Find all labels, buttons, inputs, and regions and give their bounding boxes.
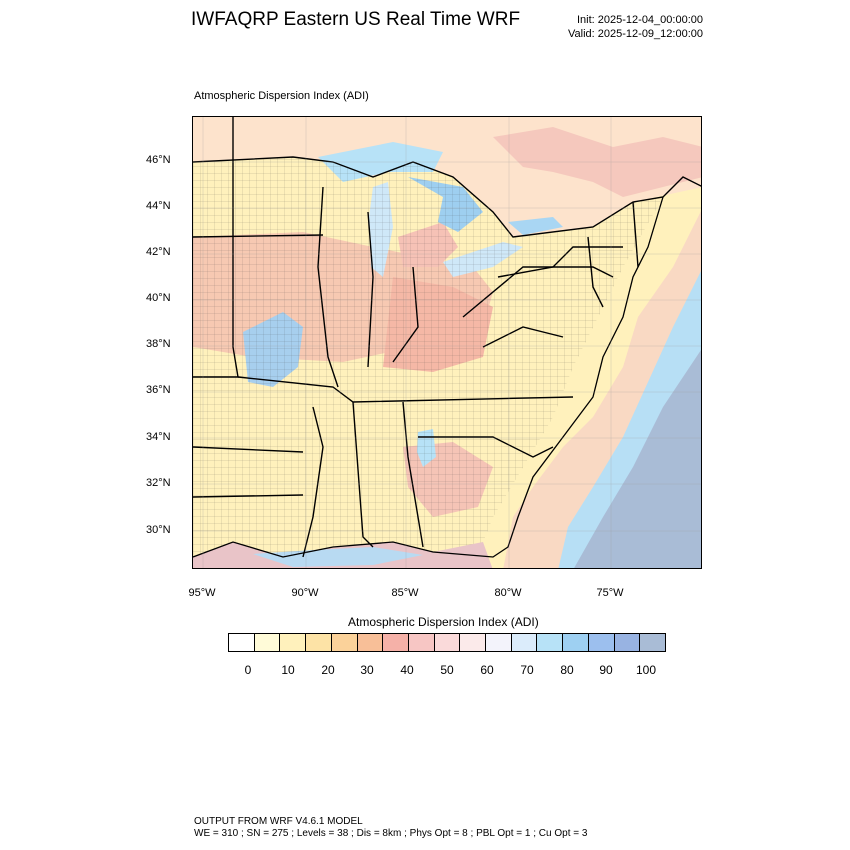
- colorbar-tick: 40: [400, 663, 414, 677]
- lake-ontario: [508, 217, 563, 235]
- colorbar-title: Atmospheric Dispersion Index (ADI): [348, 615, 539, 629]
- colorbar-swatch: [408, 634, 435, 651]
- lat-label: 44°N: [146, 200, 171, 212]
- colorbar-swatch: [331, 634, 358, 651]
- colorbar-tick: 50: [440, 663, 454, 677]
- colorbar-swatch: [537, 634, 564, 651]
- colorbar-tick: 90: [599, 663, 613, 677]
- lon-label: 85°W: [391, 587, 419, 599]
- lat-label: 42°N: [146, 246, 171, 258]
- lon-label: 80°W: [494, 587, 522, 599]
- footer-config: WE = 310 ; SN = 275 ; Levels = 38 ; Dis …: [194, 828, 588, 839]
- lat-label: 38°N: [146, 338, 171, 350]
- colorbar-swatch: [640, 634, 665, 651]
- colorbar-swatch: [614, 634, 641, 651]
- colorbar-tick: 80: [560, 663, 574, 677]
- colorbar: [228, 633, 666, 652]
- colorbar-swatch: [383, 634, 409, 651]
- lat-label: 30°N: [146, 524, 171, 536]
- adi-map: [193, 117, 701, 568]
- colorbar-swatch: [229, 634, 255, 651]
- map-panel: [192, 116, 702, 569]
- lat-label: 36°N: [146, 384, 171, 396]
- colorbar-swatch: [434, 634, 461, 651]
- graticule: [193, 117, 701, 568]
- colorbar-tick: 20: [321, 663, 335, 677]
- colorbar-swatch: [254, 634, 281, 651]
- lon-label: 90°W: [291, 587, 319, 599]
- colorbar-tick: 10: [281, 663, 295, 677]
- colorbar-swatch: [306, 634, 332, 651]
- map-subtitle: Atmospheric Dispersion Index (ADI): [194, 90, 369, 102]
- colorbar-tick: 30: [360, 663, 374, 677]
- colorbar-swatch: [280, 634, 307, 651]
- county-grid: [193, 157, 663, 557]
- colorbar-swatch: [486, 634, 512, 651]
- lat-label: 34°N: [146, 431, 171, 443]
- init-time: Init: 2025-12-04_00:00:00: [577, 14, 703, 26]
- colorbar-swatch: [588, 634, 615, 651]
- valid-time: Valid: 2025-12-09_12:00:00: [568, 28, 703, 40]
- lon-label: 75°W: [596, 587, 624, 599]
- chart-title: IWFAQRP Eastern US Real Time WRF: [191, 9, 521, 30]
- colorbar-swatch: [460, 634, 487, 651]
- lat-label: 46°N: [146, 154, 171, 166]
- lon-label: 95°W: [188, 587, 216, 599]
- footer-model: OUTPUT FROM WRF V4.6.1 MODEL: [194, 816, 363, 827]
- atlantic-far: [574, 350, 701, 568]
- coastline: [193, 196, 664, 558]
- lat-label: 40°N: [146, 292, 171, 304]
- colorbar-tick: 60: [480, 663, 494, 677]
- colorbar-tick: 70: [520, 663, 534, 677]
- colorbar-swatch: [511, 634, 538, 651]
- colorbar-tick: 0: [244, 663, 252, 677]
- colorbar-swatch: [357, 634, 384, 651]
- lat-label: 32°N: [146, 477, 171, 489]
- colorbar-tick: 100: [635, 663, 657, 677]
- colorbar-swatch: [563, 634, 589, 651]
